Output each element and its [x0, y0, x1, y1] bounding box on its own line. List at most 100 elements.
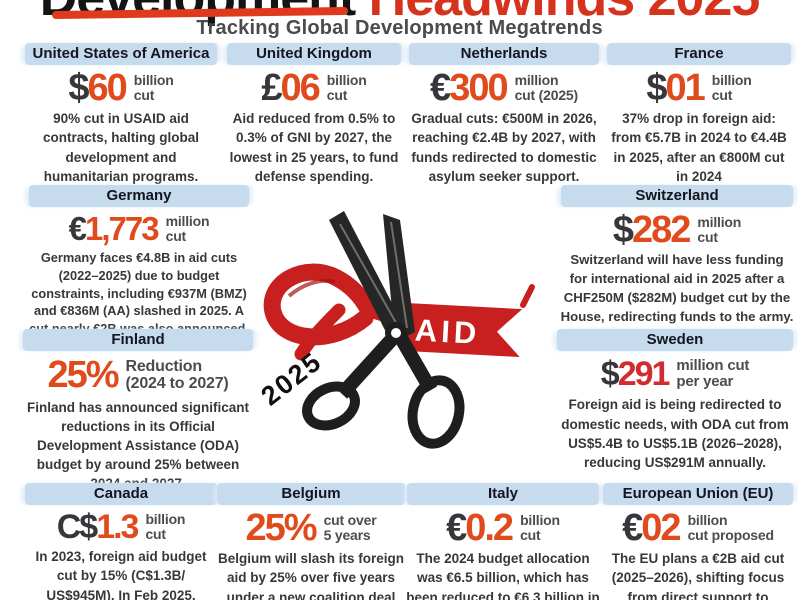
country-header: Belgium [217, 483, 405, 505]
scissors-handle-left [302, 381, 360, 431]
cut-unit: million cut [166, 213, 210, 244]
cut-unit: billion cut [520, 512, 560, 544]
scissors-handle-right [407, 375, 465, 449]
cut-value: €300 [430, 69, 509, 107]
value-row: $60 billion cut [22, 69, 220, 107]
value-row: £06 billion cut [224, 69, 404, 107]
cut-value: 25% [246, 509, 318, 547]
unit-line2: cut [520, 527, 541, 544]
card-united-kingdom: United Kingdom £06 billion cut Aid reduce… [224, 43, 404, 186]
cut-value: 25% [47, 356, 119, 394]
aid-label: AID [414, 313, 481, 351]
cut-value: €1,773 [69, 212, 160, 245]
currency-symbol: $ [646, 67, 667, 109]
value-row: €1,773 million cut [26, 212, 252, 245]
card-description: Germany faces €4.8B in aid cuts (2022–20… [29, 250, 249, 336]
country-header: Sweden [557, 329, 793, 351]
value-row: 25% Reduction (2024 to 2027) [20, 356, 256, 394]
card-description: Gradual cuts: €500M in 2026, reaching €2… [411, 111, 597, 184]
amount: 02 [641, 507, 681, 549]
card-description: The EU plans a €2B aid cut (2025–2026), … [611, 551, 785, 600]
amount: 60 [87, 67, 128, 109]
card-finland: Finland 25% Reduction (2024 to 2027) Finl… [20, 329, 256, 493]
amount: 282 [632, 209, 691, 251]
country-header: Canada [25, 483, 217, 505]
cut-value: $60 [68, 69, 127, 107]
cut-value: €02 [622, 509, 681, 547]
unit-line1: billion [145, 511, 186, 527]
card-sweden: Sweden $291 million cut per year Foreign … [554, 329, 796, 472]
value-row: €300 million cut (2025) [406, 69, 602, 107]
cut-value: $282 [613, 211, 692, 249]
unit-line1: billion [133, 72, 174, 89]
unit-line2: (2024 to 2027) [125, 375, 229, 393]
scissors-icon [302, 211, 465, 449]
card-switzerland: Switzerland $282 million cut Switzerland … [558, 185, 796, 326]
amount: 25% [47, 354, 119, 397]
card-canada: Canada C$1.3 billion cut In 2023, foreign… [22, 483, 220, 600]
value-row: C$1.3 billion cut [22, 510, 220, 544]
card-description: Belgium will slash its foreign aid by 25… [217, 551, 405, 600]
currency-symbol: € [430, 67, 451, 109]
cut-value: C$1.3 [57, 510, 140, 544]
card-description: 37% drop in foreign aid: from €5.7B in 2… [611, 111, 787, 184]
cut-unit: billion cut [145, 511, 186, 543]
value-row: $01 billion cut [604, 69, 794, 107]
unit-line2: cut [145, 526, 166, 543]
page-title-red: Headwinds 2025 [355, 0, 761, 27]
amount: 291 [617, 354, 671, 393]
cut-fleck [520, 284, 535, 308]
country-header: France [607, 43, 791, 65]
amount: 1,773 [85, 210, 160, 248]
cut-unit: cut over 5 years [323, 512, 377, 544]
aid-ribbon-banner: AID [403, 302, 523, 358]
value-row: $282 million cut [558, 211, 796, 249]
unit-line2: 5 years [323, 527, 371, 544]
card-description: Switzerland will have less funding for i… [560, 252, 794, 324]
unit-line1: million [514, 72, 559, 89]
card-united-states: United States of America $60 billion cut … [22, 43, 220, 186]
unit-line1: million cut [676, 357, 750, 374]
unit-line2: per year [676, 373, 734, 391]
unit-line1: billion [687, 512, 728, 529]
cut-value: €0.2 [446, 509, 514, 547]
unit-line2: cut [697, 229, 718, 246]
card-netherlands: Netherlands €300 million cut (2025) Gradu… [406, 43, 602, 186]
value-row: $291 million cut per year [554, 357, 796, 391]
unit-line2: cut [711, 87, 733, 104]
cut-unit: billion cut [133, 72, 174, 103]
card-france: France $01 billion cut 37% drop in foreig… [604, 43, 794, 186]
card-description: Foreign aid is being redirected to domes… [561, 397, 789, 470]
cut-unit: billion cut proposed [687, 512, 774, 543]
card-description: In 2023, foreign aid budget cut by 15% (… [35, 549, 207, 600]
cut-unit: million cut (2025) [514, 72, 579, 103]
country-header: Finland [23, 329, 253, 351]
cut-value: £06 [261, 69, 320, 107]
country-header: United Kingdom [227, 43, 401, 65]
country-header: Italy [407, 483, 599, 505]
card-description: Finland has announced significant reduct… [26, 399, 250, 492]
unit-line1: Reduction [125, 358, 203, 375]
amount: 06 [280, 67, 321, 109]
amount: 1.3 [96, 507, 139, 546]
currency-symbol: $ [612, 209, 634, 251]
value-row: 25% cut over 5 years [214, 509, 408, 547]
currency-symbol: £ [261, 67, 282, 109]
value-row: €02 billion cut proposed [600, 509, 796, 547]
card-description: 90% cut in USAID aid contracts, halting … [42, 111, 199, 184]
unit-line1: cut over [323, 512, 377, 529]
currency-symbol: $ [68, 67, 89, 109]
card-european-union: European Union (EU) €02 billion cut propo… [600, 483, 796, 600]
cut-value: $291 [601, 357, 671, 391]
subtitle: Tracking Global Development Megatrends [196, 17, 603, 39]
scissors-blade-left [329, 211, 406, 342]
cut-unit: billion cut [711, 72, 752, 104]
currency-symbol: $ [600, 354, 620, 393]
cut-unit: million cut [697, 214, 741, 246]
country-header: Switzerland [561, 185, 793, 207]
cut-unit: million cut per year [676, 357, 750, 391]
scissors-cutting-aid-ribbon-graphic: AID 2025 [256, 211, 535, 449]
currency-symbol: € [68, 210, 87, 248]
cut-unit: Reduction (2024 to 2027) [126, 358, 229, 393]
